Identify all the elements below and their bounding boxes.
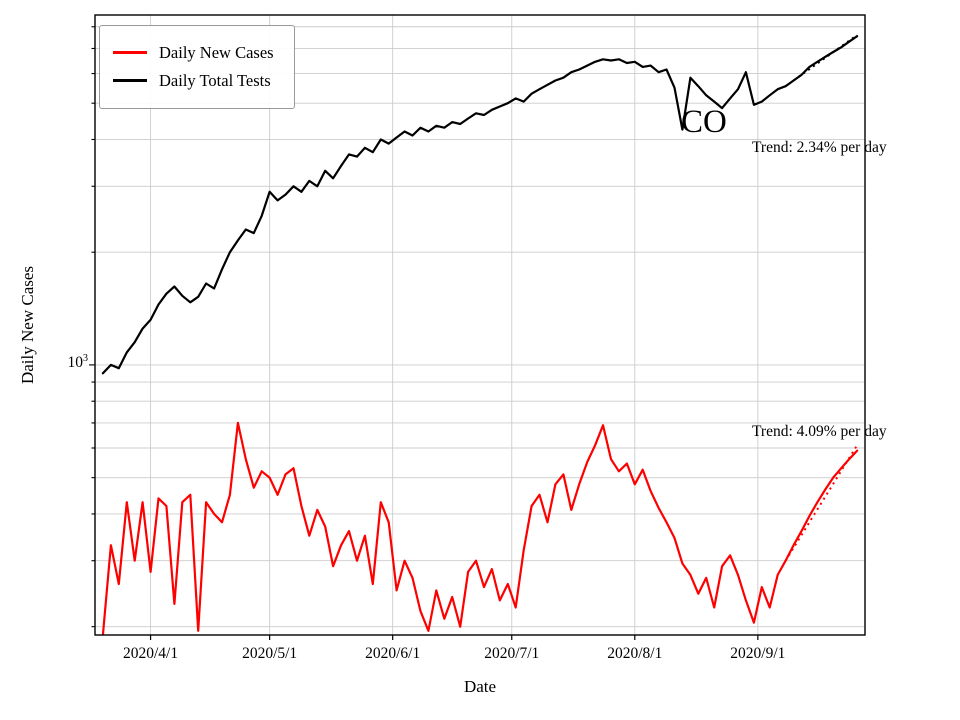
- y-tick-label: 103: [50, 353, 89, 372]
- svg-text:2020/7/1: 2020/7/1: [484, 645, 539, 662]
- y-tick-base: 10: [67, 354, 84, 372]
- trend-tests-annotation: Trend: 2.34% per day: [752, 139, 887, 156]
- x-axis-title: Date: [463, 677, 497, 696]
- legend-item-daily-total-tests: Daily Total Tests: [113, 69, 274, 93]
- legend-label: Daily Total Tests: [159, 70, 271, 90]
- svg-text:2020/6/1: 2020/6/1: [365, 645, 420, 662]
- y-tick-exponent: 3: [83, 353, 88, 364]
- legend-label: Daily New Cases: [159, 43, 274, 62]
- legend-line-sample-black: [113, 79, 147, 83]
- legend-line-sample-red: [113, 51, 147, 55]
- svg-text:2020/8/1: 2020/8/1: [607, 645, 662, 662]
- legend-item-daily-new-cases: Daily New Cases: [113, 41, 274, 65]
- svg-text:2020/5/1: 2020/5/1: [242, 645, 297, 662]
- svg-text:2020/9/1: 2020/9/1: [730, 645, 785, 662]
- y-axis-title: Daily New Cases: [18, 265, 37, 385]
- legend: Daily New Cases Daily Total Tests: [99, 25, 295, 109]
- trend-cases-annotation: Trend: 4.09% per day: [752, 423, 887, 440]
- svg-text:2020/4/1: 2020/4/1: [123, 645, 178, 662]
- state-label: CO: [681, 104, 727, 140]
